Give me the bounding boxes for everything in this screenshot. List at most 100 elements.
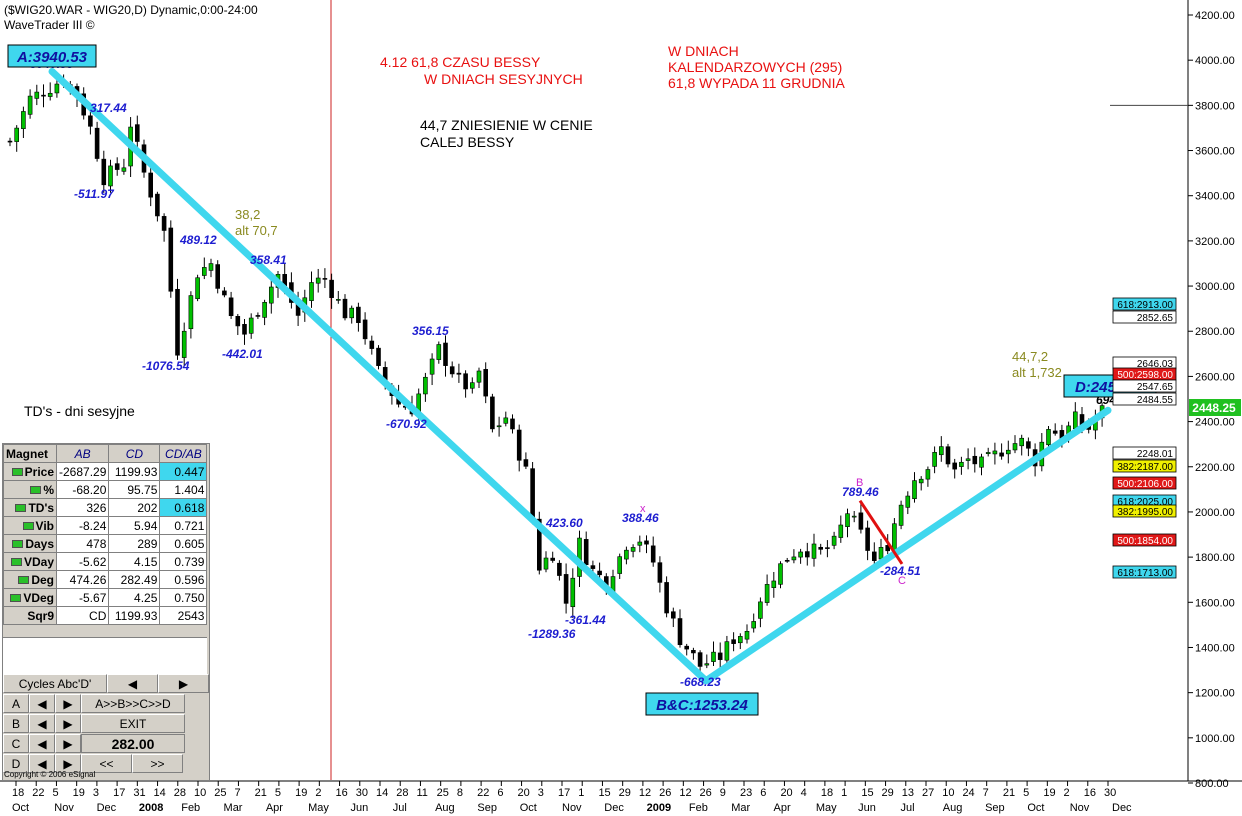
status-led-icon <box>11 468 23 477</box>
row-c-next-button[interactable]: ▶ <box>55 734 81 753</box>
magnet-row: VDay -5.62 4.15 0.739 <box>3 552 208 571</box>
level-label: 382:1995.00 <box>1117 507 1173 518</box>
x-day-label: 19 <box>73 787 85 799</box>
small-x-label: x <box>640 503 646 515</box>
level-box <box>1112 379 1177 393</box>
magnet-ab-value: -5.67 <box>55 588 110 607</box>
x-day-label: 18 <box>12 787 24 799</box>
trend-lines <box>48 67 1112 685</box>
magnet-row-label: TD's <box>3 498 57 517</box>
x-month-label: Jul <box>393 802 407 814</box>
x-day-label: 30 <box>1104 787 1116 799</box>
level-label: 2484.55 <box>1137 395 1174 406</box>
candle-body <box>624 549 629 560</box>
candle-body <box>349 307 355 319</box>
magnet-row-label: % <box>3 480 57 499</box>
wave-label: 317.44 <box>90 101 127 115</box>
row-b-next-button[interactable]: ▶ <box>55 714 81 733</box>
candle-body <box>898 504 904 526</box>
wave-label: -670.92 <box>386 417 427 431</box>
x-day-label: 15 <box>861 787 873 799</box>
trendline-ab <box>48 67 416 412</box>
candle-body <box>938 446 944 456</box>
candle-body <box>590 565 596 569</box>
magnet-row-label: Price <box>3 462 57 481</box>
candle-body <box>88 115 93 127</box>
magnet-cd-value: 95.75 <box>108 480 161 499</box>
wave-label: 358.41 <box>250 253 287 267</box>
x-day-label: 30 <box>356 787 368 799</box>
y-tick-label: 4200.00 <box>1195 10 1235 22</box>
annotation-red-2: 61,8 WYPADA 11 GRUDNIA <box>668 75 846 91</box>
magnet-header: Magnet <box>3 444 57 463</box>
candle-body <box>108 165 113 187</box>
candle-body <box>691 650 696 654</box>
candle-body <box>818 546 824 550</box>
candle-body <box>443 342 448 366</box>
candle-body <box>456 372 462 375</box>
magnet-ab-value: -5.62 <box>55 552 110 571</box>
row-b-prev-button[interactable]: ◀ <box>29 714 55 733</box>
status-led-icon <box>10 558 22 567</box>
row-a-prev-button[interactable]: ◀ <box>29 694 55 713</box>
candle-body <box>771 580 777 588</box>
magnet-ratio-value: 0.721 <box>159 516 208 535</box>
cycle-next-button[interactable]: ▶ <box>158 674 209 693</box>
y-tick-label: 3600.00 <box>1195 146 1235 158</box>
magnet-ab-value: 474.26 <box>55 570 110 589</box>
cycle-prev-button[interactable]: ◀ <box>107 674 158 693</box>
candle-body <box>945 446 951 465</box>
candle-body <box>41 94 46 97</box>
candle-body <box>570 577 576 608</box>
small-b-label: B <box>856 477 863 489</box>
candle-body <box>751 621 757 629</box>
candle-body <box>356 306 361 323</box>
wave-labels: 3940.53317.44-511.97489.12358.41-1076.54… <box>7 44 1157 716</box>
row-d-prev-button[interactable]: ◀ <box>29 754 55 773</box>
y-tick-label: 2200.00 <box>1195 462 1235 474</box>
exit-button[interactable]: EXIT <box>81 714 185 733</box>
candle-body <box>972 455 978 465</box>
magnet-ab-value: CD <box>55 606 110 625</box>
y-tick-label: 2600.00 <box>1195 371 1235 383</box>
row-a-next-button[interactable]: ▶ <box>55 694 81 713</box>
rewind-button[interactable]: << <box>81 754 132 773</box>
forward-button[interactable]: >> <box>132 754 183 773</box>
magnet-row: Vib -8.24 5.94 0.721 <box>3 516 208 535</box>
x-day-label: 10 <box>194 787 206 799</box>
candle-body <box>784 560 790 562</box>
level-label: 500:1854.00 <box>1117 536 1173 547</box>
magnet-cd-value: 289 <box>108 534 161 553</box>
candle-body <box>670 611 676 619</box>
candle-body <box>992 450 998 455</box>
x-day-label: 12 <box>679 787 691 799</box>
candle-body <box>764 584 770 603</box>
x-day-label: 8 <box>457 787 463 799</box>
x-month-label: Dec <box>97 802 117 814</box>
row-d-next-button[interactable]: ▶ <box>55 754 81 773</box>
x-month-label: Aug <box>435 802 455 814</box>
chart-grid <box>0 0 1242 782</box>
x-month-label: Jun <box>858 802 876 814</box>
candle-body <box>195 277 200 300</box>
candle-body <box>871 551 877 561</box>
x-month-label: May <box>816 802 837 814</box>
chart-title: ($WIG20.WAR - WIG20,D) Dynamic,0:00-24:0… <box>4 3 258 17</box>
candle-body <box>878 546 884 560</box>
magnet-cd-value: 4.25 <box>108 588 161 607</box>
candle-body <box>811 543 817 559</box>
y-tick-label: 1400.00 <box>1195 642 1235 654</box>
candle-body <box>704 663 710 666</box>
candle-body <box>496 425 502 428</box>
magnet-row: Days 478 289 0.605 <box>3 534 208 553</box>
x-month-label: Apr <box>774 802 791 814</box>
row-c-prev-button[interactable]: ◀ <box>29 734 55 753</box>
candle-body <box>711 651 716 662</box>
candle-body <box>845 513 850 527</box>
sequence-button[interactable]: A>>B>>C>>D <box>81 694 185 713</box>
candle-body <box>21 111 26 129</box>
candle-body <box>543 557 549 570</box>
candle-body <box>536 518 542 571</box>
candle-body <box>630 547 636 552</box>
